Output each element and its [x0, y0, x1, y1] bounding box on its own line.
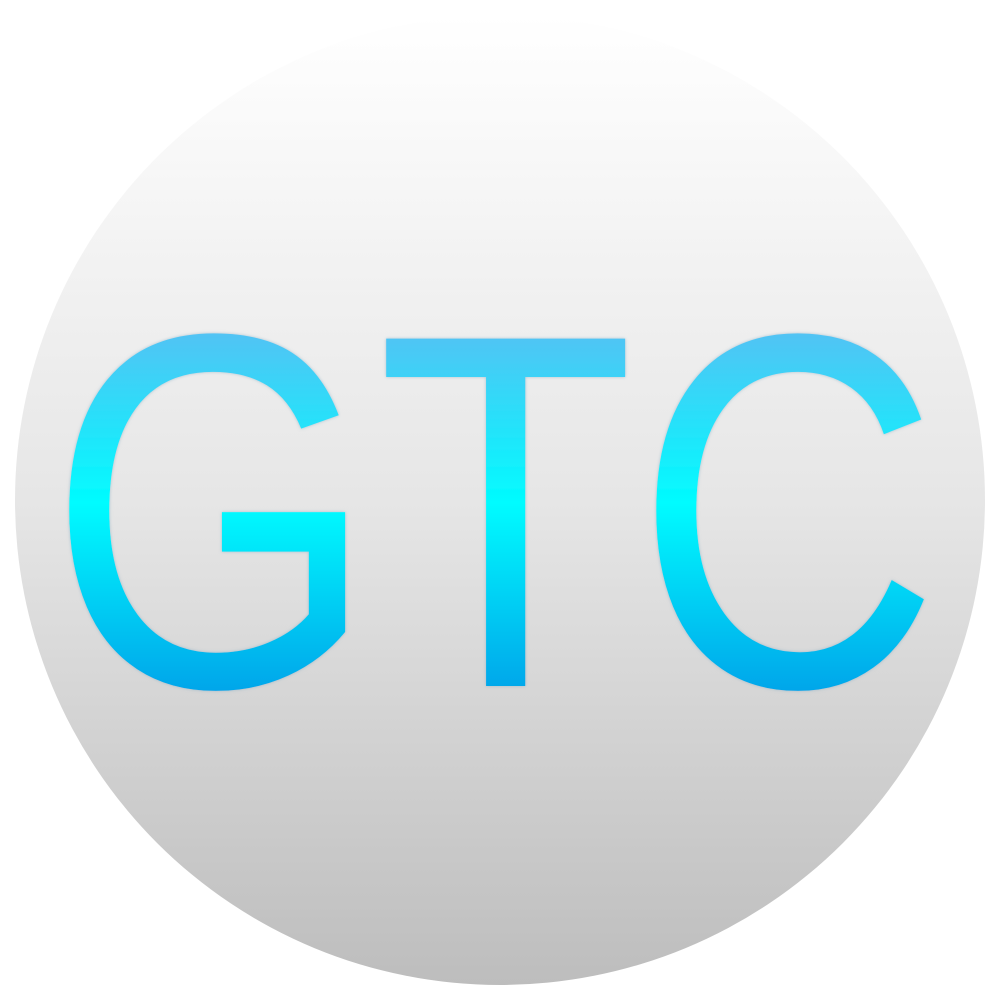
background-disc [15, 15, 985, 985]
logo-text: GTC [48, 230, 940, 794]
